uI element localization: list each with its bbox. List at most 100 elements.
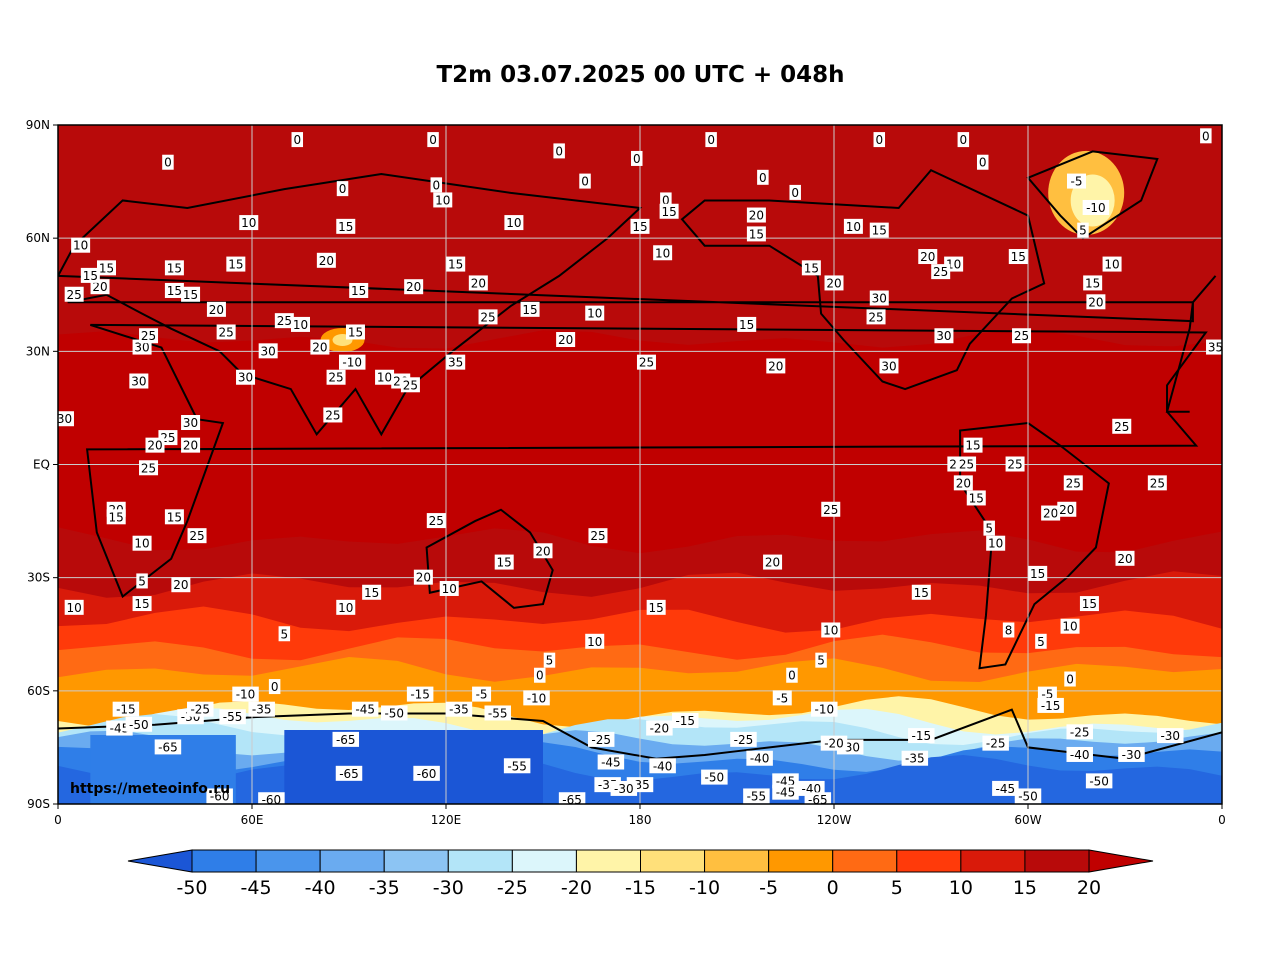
contour-label: 15: [1079, 596, 1099, 612]
colorbar-tick-label: -50: [176, 877, 207, 899]
contour-label: -65: [154, 739, 182, 755]
contour-label-text: 15: [99, 261, 114, 275]
contour-label: 5: [1077, 222, 1089, 238]
contour-label: 15: [336, 218, 356, 234]
contour-label-bg: [983, 520, 995, 536]
continent-outline: [1026, 150, 1159, 240]
contour-label-bg: [672, 713, 699, 729]
colorbar-segment: [191, 849, 257, 873]
contour-label: -45: [351, 701, 379, 717]
contour-label: 0: [336, 181, 349, 197]
contour-label: 10: [843, 218, 863, 234]
contour-label: 15: [1028, 565, 1048, 581]
contour-label-bg: [468, 275, 488, 291]
contour-label-bg: [97, 260, 116, 276]
continent-outline: [85, 323, 1208, 599]
contour-label-text: 0: [293, 133, 301, 147]
contour-label-bg: [588, 528, 608, 544]
contour-label-text: 25: [639, 356, 654, 370]
contour-label: -25: [1066, 724, 1093, 740]
contour-label-bg: [445, 701, 473, 717]
contour-label-text: -65: [562, 793, 582, 807]
contour-label-text: 25: [1066, 476, 1081, 490]
contour-label-bg: [362, 584, 382, 600]
contour-label-text: 15: [167, 284, 182, 298]
longitude-axis: 0 60E 120E 180 120W 60W 0: [54, 804, 1226, 827]
contour-label-text: -45: [996, 782, 1016, 796]
contour-label-bg: [636, 354, 656, 370]
contour-label: 15: [345, 324, 365, 340]
colorbar-tick-label: -40: [305, 877, 336, 899]
contour-label-text: -50: [1018, 789, 1038, 803]
contour-label-text: 15: [649, 601, 664, 615]
contour-label-bg: [90, 279, 110, 295]
contour-label-bg: [58, 411, 74, 427]
contour-label-bg: [1157, 728, 1184, 744]
contour-label-bg: [323, 407, 343, 423]
contour-label: 0: [789, 184, 801, 200]
contour-label: 0: [705, 132, 717, 148]
contour-label: 25: [426, 513, 446, 529]
contour-label: 25: [957, 456, 977, 472]
contour-label-text: 25: [67, 288, 82, 302]
contour-label-text: 15: [448, 258, 463, 272]
contour-label-text: 5: [138, 574, 146, 588]
contour-label: -30: [1118, 746, 1145, 762]
contour-label-bg: [136, 573, 148, 589]
contour-label: 25: [588, 528, 608, 544]
contour-label: 25: [821, 501, 841, 517]
contour-label: 25: [64, 286, 84, 302]
contour-label-text: -40: [750, 752, 770, 766]
contour-label: 15: [226, 256, 246, 272]
contour-label-bg: [248, 701, 275, 717]
contour-label-bg: [1028, 565, 1048, 581]
contour-label-text: 15: [109, 510, 124, 524]
contour-label: 20: [533, 543, 553, 559]
continents: [58, 150, 1222, 760]
contour-label: -35: [445, 701, 473, 717]
contour-label-text: 10: [1104, 258, 1119, 272]
contour-label: 20: [90, 279, 110, 295]
contour-label: 5: [1035, 633, 1047, 649]
contour-label: 10: [986, 535, 1006, 551]
contour-label: 10: [439, 580, 459, 596]
contour-label-bg: [336, 599, 356, 615]
contour-label-bg: [181, 286, 201, 302]
contour-label-bg: [1102, 256, 1122, 272]
contour-label: 0: [579, 173, 591, 189]
contour-label-bg: [659, 203, 679, 219]
contour-label: 0: [162, 154, 174, 170]
contour-label-text: 5: [1037, 635, 1045, 649]
contour-label-text: 30: [183, 416, 198, 430]
contour-label: 20: [206, 301, 226, 317]
contour-label-bg: [630, 218, 650, 234]
contour-label: 20: [145, 437, 165, 453]
colorbar-tick-label: -35: [369, 877, 400, 899]
contour-label-text: 10: [293, 318, 308, 332]
contour-label-bg: [963, 437, 983, 453]
contour-label-text: -55: [488, 706, 508, 720]
contour-label: 0: [291, 132, 304, 148]
contour-label-text: 15: [351, 284, 366, 298]
contour-label-text: -65: [336, 733, 356, 747]
contour-label-text: 0: [633, 152, 641, 166]
contour-label: 15: [446, 256, 466, 272]
contour-label-bg: [1082, 199, 1110, 215]
contour-label-text: -30: [1160, 729, 1180, 743]
contour-label: 15: [1083, 275, 1103, 291]
colorbar-segment: [896, 849, 962, 873]
x-tick-label: 120W: [817, 813, 852, 827]
contour-label-text: -45: [355, 703, 375, 717]
contour-label-bg: [533, 543, 553, 559]
x-tick-label: 60W: [1014, 813, 1041, 827]
contour-label-bg: [992, 780, 1019, 796]
contour-label: -60: [206, 788, 233, 804]
contour-label-text: 20: [749, 209, 764, 223]
contour-label-bg: [112, 701, 140, 717]
contour-label-bg: [1085, 773, 1113, 789]
contour-label-bg: [1057, 501, 1077, 517]
contour-label-text: 25: [1114, 420, 1129, 434]
contour-label: -65: [804, 792, 832, 804]
contour-label-text: 5: [281, 627, 289, 641]
contour-label-text: -55: [507, 759, 527, 773]
